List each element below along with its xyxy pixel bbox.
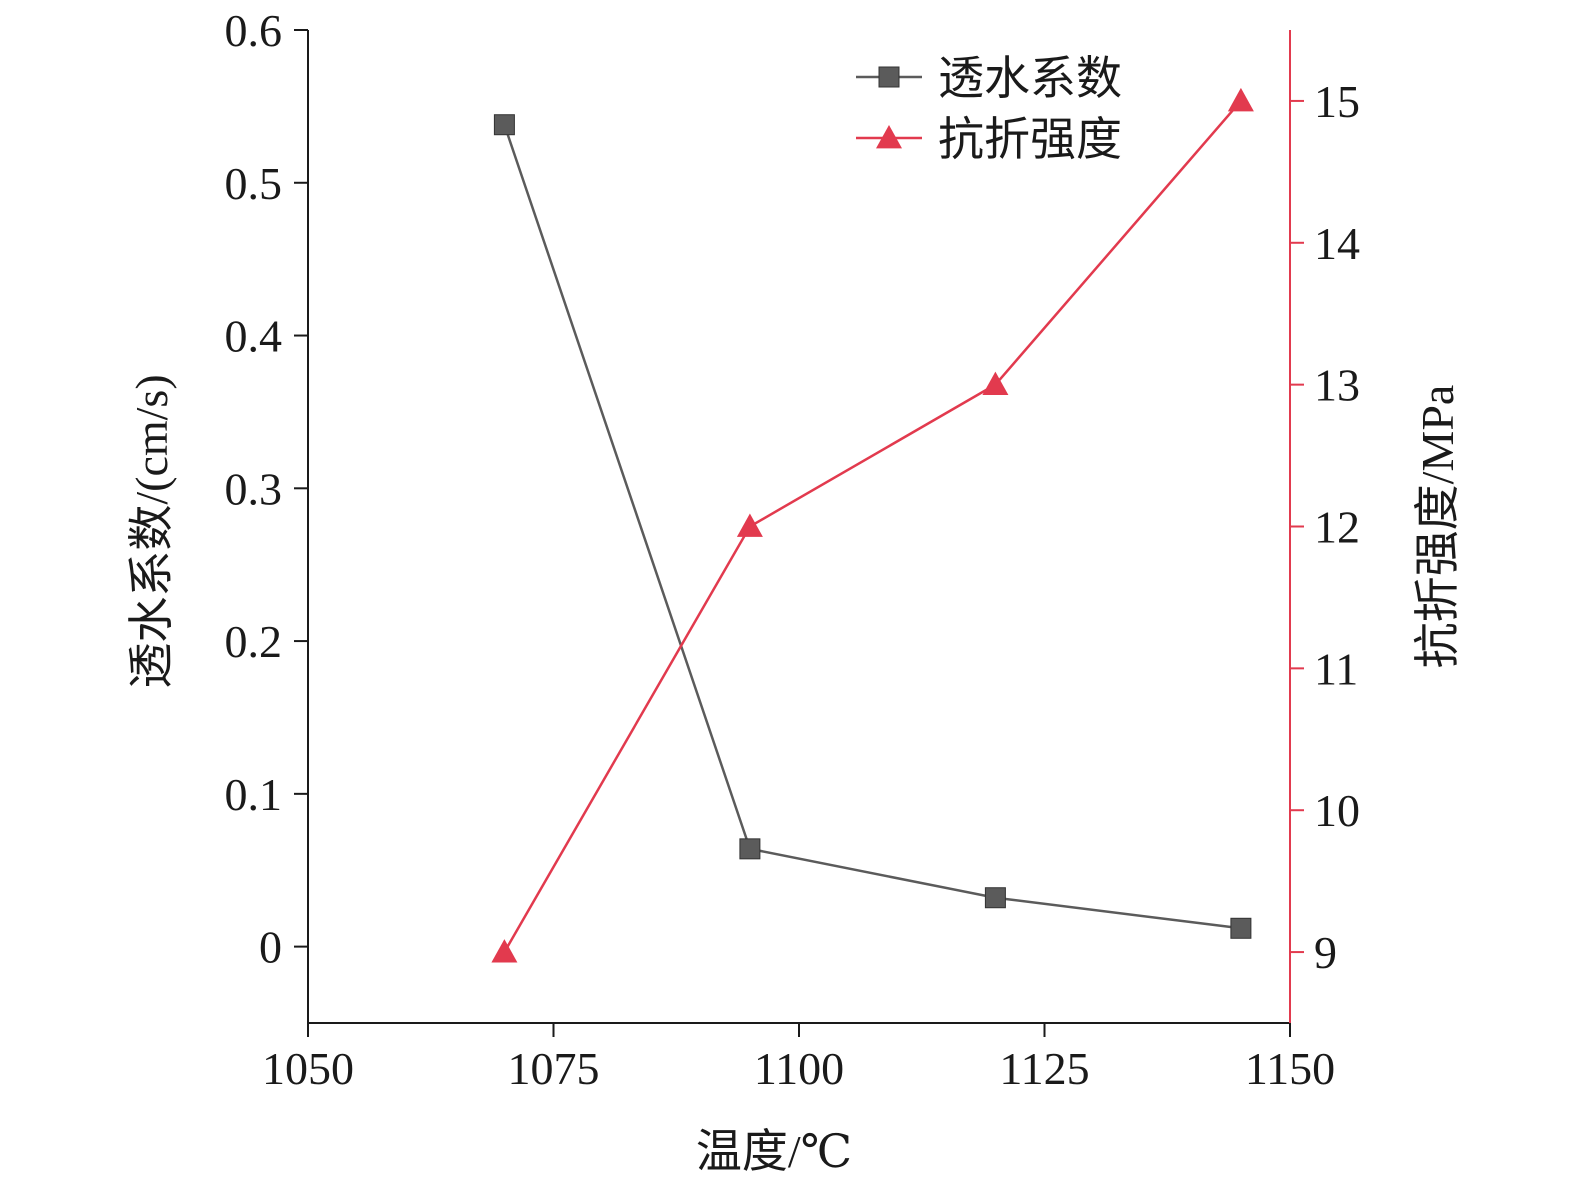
right-y-tick-label: 10 [1314, 785, 1360, 836]
x-axis-title: 温度/℃ [696, 1126, 852, 1177]
right-y-tick-label: 9 [1314, 927, 1337, 978]
x-tick-label: 1050 [262, 1043, 354, 1094]
legend-label: 抗折强度 [938, 114, 1122, 165]
right-y-tick-label: 14 [1314, 218, 1360, 269]
series-layer [491, 87, 1254, 963]
series-2-point [982, 371, 1009, 396]
series-1-point [1230, 917, 1252, 939]
x-tick-label: 1150 [1245, 1043, 1335, 1094]
left-y-tick-label: 0.3 [225, 463, 283, 514]
left-y-axis-title: 透水系数/(cm/s) [126, 374, 177, 688]
series-1 [493, 114, 1252, 939]
series-1-line [503, 124, 1242, 930]
left-y-tick-label: 0.1 [225, 769, 283, 820]
right-y-tick-label: 11 [1314, 643, 1358, 694]
legend-entry: 透水系数 [856, 53, 1122, 104]
series-1-point [493, 114, 515, 136]
series-1-point [984, 887, 1006, 909]
x-tick-label: 1125 [999, 1043, 1089, 1094]
left-y-tick-label: 0.6 [225, 5, 283, 56]
left-y-tick-label: 0.5 [225, 158, 283, 209]
series-2-line [503, 100, 1242, 953]
right-y-axis-title: 抗折强度/MPa [1412, 385, 1463, 669]
right-y-tick-label: 15 [1314, 76, 1360, 127]
series-1-point [739, 838, 761, 860]
series-2-point [736, 513, 763, 537]
series-2 [491, 87, 1254, 963]
left-y-tick-label: 0 [259, 922, 282, 973]
axes: 1050 1075 1100 1125 1150 0 0.1 0.2 0.3 0.4 0.5 0.6 9… [225, 5, 1361, 1094]
legend-label: 透水系数 [938, 53, 1122, 104]
x-tick-label: 1100 [754, 1043, 844, 1094]
x-tick-label: 1075 [508, 1043, 600, 1094]
legend-marker [876, 125, 902, 149]
legend-marker [878, 66, 900, 88]
left-y-tick-label: 0.4 [225, 311, 283, 362]
right-y-tick-label: 12 [1314, 502, 1360, 553]
series-2-point [491, 939, 518, 963]
left-y-tick-label: 0.2 [225, 616, 283, 667]
right-y-tick-label: 13 [1314, 360, 1360, 411]
series-2-point [1227, 87, 1254, 112]
legend-entry: 抗折强度 [856, 114, 1122, 165]
